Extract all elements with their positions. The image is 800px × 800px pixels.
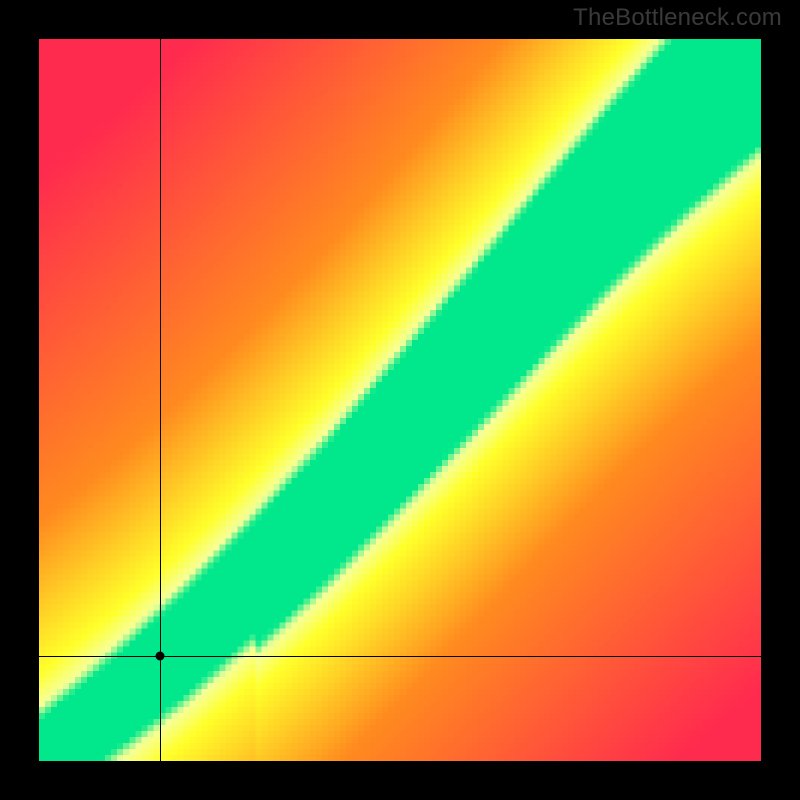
crosshair-horizontal — [39, 656, 761, 657]
crosshair-point — [156, 652, 165, 661]
heatmap-canvas — [39, 39, 761, 761]
heatmap-plot — [39, 39, 761, 761]
attribution-text: TheBottleneck.com — [573, 4, 782, 32]
chart-container: TheBottleneck.com — [0, 0, 800, 800]
